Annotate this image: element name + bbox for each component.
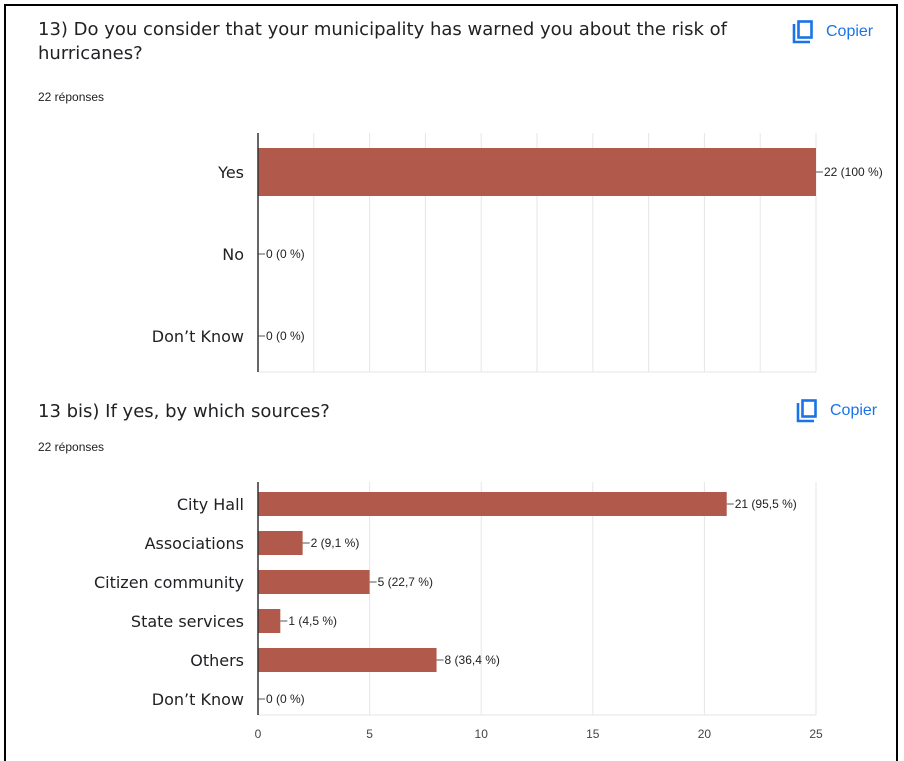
data-label: 0 (0 %) [266, 692, 305, 706]
copy-icon [792, 20, 813, 44]
bar [258, 570, 370, 594]
data-label: 2 (9,1 %) [311, 536, 360, 550]
question-title: 13 bis) If yes, by which sources? [38, 400, 330, 424]
x-tick-label: 0 [255, 727, 262, 741]
chart-municipality-warning: 22 (100 %) Yes 0 (0 %) No 0 (0 %) Don’t Know [152, 133, 883, 373]
x-tick-label: 25 [809, 727, 823, 741]
response-count: 22 réponses [38, 90, 105, 104]
bar [258, 648, 437, 672]
question-title-line-1: 13 bis) If yes, by which sources? [38, 401, 330, 422]
bar [258, 531, 303, 555]
category-label: Yes [217, 163, 244, 182]
question-card-1: 13) Do you consider that your municipali… [38, 18, 883, 373]
category-label: Don’t Know [152, 690, 244, 709]
data-label: 1 (4,5 %) [288, 614, 337, 628]
x-tick-label: 5 [366, 727, 373, 741]
screenshot-frame [4, 4, 898, 761]
category-label: Others [190, 651, 244, 670]
category-label: City Hall [177, 495, 244, 514]
data-label: 0 (0 %) [266, 247, 305, 261]
category-label: Don’t Know [152, 327, 244, 346]
copy-button-label: Copier [830, 402, 878, 419]
copy-button[interactable]: Copier [792, 20, 873, 44]
response-count: 22 réponses [38, 440, 105, 454]
question-title-line-2: hurricanes? [38, 43, 143, 64]
bar [258, 492, 727, 516]
copy-button[interactable]: Copier [796, 399, 877, 423]
question-title: 13) Do you consider that your municipali… [38, 18, 727, 66]
x-tick-label: 10 [475, 727, 489, 741]
copy-button-label: Copier [826, 23, 874, 40]
x-tick-label: 20 [698, 727, 712, 741]
category-label: Associations [145, 534, 244, 553]
copy-icon [796, 399, 817, 423]
data-label: 22 (100 %) [824, 165, 883, 179]
category-label: Citizen community [94, 573, 244, 592]
x-tick-label: 15 [586, 727, 600, 741]
bar [258, 148, 816, 196]
question-title-line-1: 13) Do you consider that your municipali… [38, 19, 727, 40]
category-label: No [222, 245, 244, 264]
data-label: 8 (36,4 %) [445, 653, 500, 667]
data-label: 21 (95,5 %) [735, 497, 797, 511]
bar [258, 609, 281, 633]
data-label: 0 (0 %) [266, 329, 305, 343]
question-card-2: 13 bis) If yes, by which sources? 22 rép… [0, 390, 904, 761]
category-label: State services [131, 612, 244, 631]
data-label: 5 (22,7 %) [378, 575, 433, 589]
chart-warning-sources: 21 (95,5 %) City Hall 2 (9,1 %) Association… [94, 482, 823, 741]
